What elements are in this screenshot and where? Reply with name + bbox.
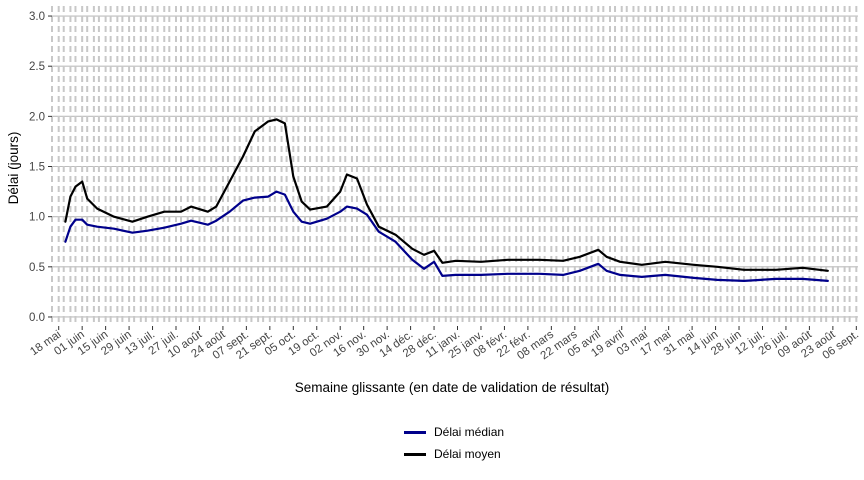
grid-layer bbox=[52, 15, 858, 318]
legend-key-median bbox=[404, 430, 426, 434]
legend: Délai médian Délai moyen bbox=[404, 421, 504, 465]
legend-key-mean bbox=[404, 452, 426, 456]
mean-delay-line bbox=[64, 118, 829, 272]
y-tick-label: 0.0 bbox=[29, 312, 45, 324]
y-axis-title: Délai (jours) bbox=[6, 132, 21, 205]
y-tick-label: 1.5 bbox=[29, 162, 45, 174]
legend-label-median: Délai médian bbox=[434, 425, 505, 439]
legend-item-median[interactable]: Délai médian bbox=[404, 421, 504, 443]
y-tick-label: 2.5 bbox=[29, 61, 45, 73]
legend-label-mean: Délai moyen bbox=[434, 447, 501, 461]
series-layer bbox=[64, 118, 829, 282]
x-axis-title: Semaine glissante (en date de validation… bbox=[295, 380, 609, 395]
y-tick-label: 3.0 bbox=[29, 11, 45, 23]
legend-item-mean[interactable]: Délai moyen bbox=[404, 443, 504, 465]
median-delay-line bbox=[64, 190, 829, 282]
y-tick-label: 1.0 bbox=[29, 212, 45, 224]
y-tick-label: 0.5 bbox=[29, 262, 45, 274]
y-tick-label: 2.0 bbox=[29, 111, 45, 123]
